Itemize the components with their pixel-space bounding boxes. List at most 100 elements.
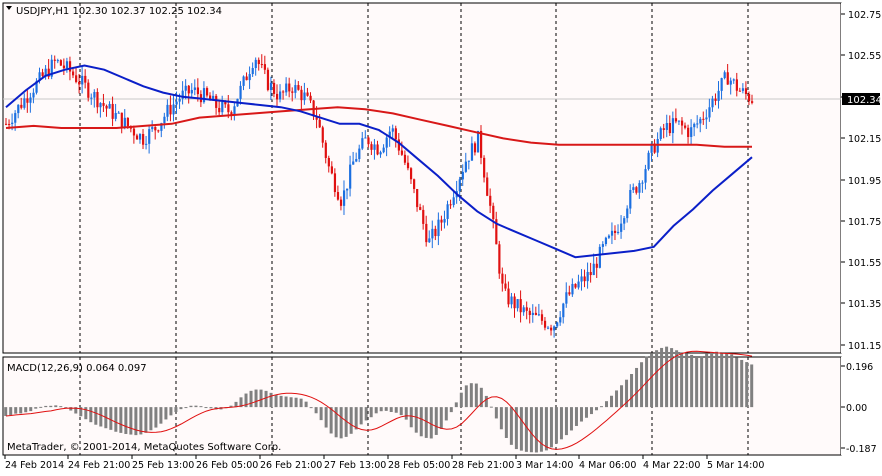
candle-body: [653, 143, 656, 153]
macd-bar: [204, 407, 208, 409]
macd-bar: [319, 407, 323, 421]
time-tick-label: 25 Feb 13:00: [132, 460, 194, 471]
price-tick-label: 102.15: [848, 134, 881, 145]
candle-body: [464, 161, 467, 172]
candle-body: [440, 219, 443, 223]
candle-body: [294, 85, 297, 93]
candle-body: [288, 83, 291, 92]
candle-body: [17, 104, 20, 114]
candle-body: [78, 81, 81, 85]
copyright-text: MetaTrader, © 2001-2014, MetaQuotes Soft…: [7, 442, 281, 453]
candle-body: [346, 188, 349, 191]
candle-body: [626, 208, 629, 219]
candle-body: [586, 271, 589, 282]
candle-body: [416, 188, 419, 208]
macd-bar: [484, 395, 488, 408]
candle-body: [714, 98, 717, 101]
candle-body: [282, 91, 285, 93]
candle-body: [221, 101, 224, 113]
macd-bar: [119, 407, 123, 433]
candle-body: [324, 142, 327, 158]
candle-body: [330, 166, 334, 174]
macd-bar: [284, 396, 288, 408]
candle-body: [501, 273, 504, 284]
candle-body: [738, 90, 742, 92]
candle-body: [431, 228, 434, 239]
macd-bar: [620, 385, 624, 408]
candle-body: [480, 130, 483, 158]
macd-bar: [414, 407, 418, 433]
candle-body: [352, 161, 355, 165]
candle-body: [81, 75, 84, 85]
macd-bar: [640, 362, 644, 408]
candle-body: [476, 130, 480, 153]
macd-bar: [494, 407, 498, 419]
candle-body: [99, 103, 102, 108]
macd-bar: [354, 407, 358, 430]
macd-bar: [715, 351, 719, 408]
candle-body: [483, 157, 486, 178]
price-tick-label: 101.95: [848, 176, 881, 187]
macd-bar: [304, 401, 308, 408]
candle-body: [680, 120, 684, 126]
moving-average-blue: [5, 64, 753, 259]
candle-body: [571, 283, 574, 295]
candle-body: [68, 61, 72, 72]
macd-signal: [5, 350, 753, 450]
candle-body: [525, 307, 528, 311]
price-tick-label: 101.15: [848, 341, 881, 352]
candle-body: [227, 104, 230, 113]
macd-bar: [519, 407, 523, 451]
candle-body: [26, 98, 29, 103]
candle-body: [534, 312, 538, 315]
macd-bar: [419, 407, 423, 437]
candle-body: [559, 317, 562, 323]
candle-body: [638, 183, 641, 193]
macd-bar: [234, 401, 238, 408]
main-chart-area[interactable]: [2, 2, 842, 354]
macd-bar: [69, 407, 73, 411]
macd-bar: [139, 407, 143, 435]
candle-body: [677, 120, 681, 122]
candle-body: [610, 230, 614, 236]
candle-body: [656, 139, 659, 153]
candle-body: [699, 118, 702, 124]
macd-bar: [509, 407, 513, 445]
candle-body: [425, 223, 428, 243]
macd-bar: [690, 354, 694, 408]
candle-body: [297, 85, 300, 90]
candle-body: [507, 288, 510, 305]
candle-body: [32, 92, 35, 98]
macd-bar: [259, 389, 263, 408]
macd-bar: [655, 350, 659, 408]
candle-body: [239, 85, 242, 99]
candle-body: [662, 128, 665, 130]
macd-bar: [574, 407, 578, 426]
macd-bar: [29, 407, 33, 412]
chart-menu-icon[interactable]: [6, 6, 12, 10]
candle-body: [595, 263, 598, 268]
macd-bar: [569, 407, 573, 431]
time-tick-label: 26 Feb 21:00: [260, 460, 322, 471]
candle-body: [47, 68, 50, 77]
macd-bar: [579, 407, 583, 422]
macd-bar: [610, 395, 614, 408]
candle-body: [35, 81, 38, 93]
candle-body: [263, 64, 267, 70]
candle-body: [154, 126, 157, 131]
macd-bar: [454, 402, 458, 408]
candle-body: [300, 89, 303, 101]
time-tick-label: 28 Feb 05:00: [388, 460, 450, 471]
macd-bar: [49, 405, 53, 408]
candle-body: [306, 92, 309, 96]
macd-bar: [394, 407, 398, 413]
candle-body: [148, 129, 151, 144]
macd-bar: [189, 405, 193, 408]
candle-body: [370, 144, 373, 150]
candle-body: [163, 116, 166, 124]
price-axis: [841, 3, 882, 353]
candle-body: [720, 78, 723, 91]
candle-body: [693, 123, 696, 128]
candle-body: [169, 104, 172, 115]
